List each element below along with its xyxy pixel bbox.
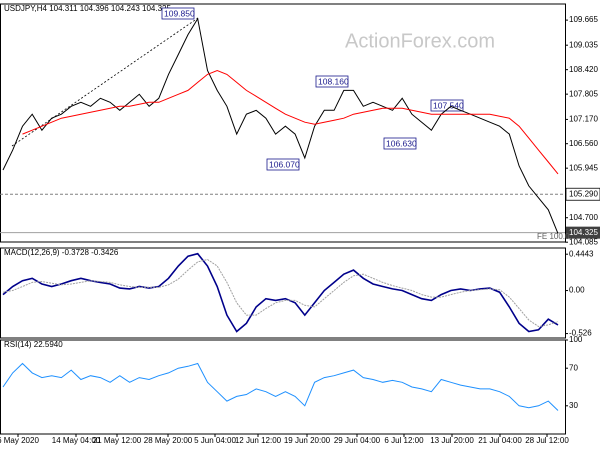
x-tick-label: 29 Jun 04:00 bbox=[334, 436, 381, 445]
x-tick-label: 13 Jul 20:00 bbox=[430, 436, 474, 445]
y-tick-label: 100 bbox=[569, 335, 583, 344]
x-tick-label: 19 Jun 20:00 bbox=[284, 436, 331, 445]
panel-frame bbox=[0, 339, 566, 435]
x-tick-label: 28 Jul 12:00 bbox=[525, 436, 569, 445]
y-tick-label: 30 bbox=[569, 401, 578, 410]
panel-title: USDJPY,H4 104.311 104.396 104.243 104.32… bbox=[4, 4, 172, 13]
y-tick-label: -0.526 bbox=[569, 329, 592, 338]
annotation: 108.160 bbox=[318, 76, 349, 86]
y-tick-label: 107.805 bbox=[569, 89, 598, 98]
y-tick-label: 0.00 bbox=[569, 286, 585, 295]
annotation: 107.540 bbox=[433, 100, 464, 110]
annotation: 106.630 bbox=[386, 138, 417, 148]
last-price-label: 104.325 bbox=[569, 228, 598, 237]
y-tick-label: 0.4443 bbox=[569, 249, 594, 258]
x-tick-label: 5 Jun 04:00 bbox=[194, 436, 236, 445]
y-tick-label: 109.035 bbox=[569, 40, 598, 49]
x-tick-label: 14 May 04:00 bbox=[52, 436, 101, 445]
last-price-box bbox=[566, 226, 600, 239]
annotation-box bbox=[383, 137, 417, 150]
x-tick-label: 6 May 2020 bbox=[0, 436, 39, 445]
y-tick-label: 109.665 bbox=[569, 15, 598, 24]
series-line bbox=[22, 69, 559, 175]
annotation: 106.070 bbox=[269, 159, 300, 169]
panel-frame bbox=[0, 3, 566, 243]
panel-title: RSI(14) 22.5940 bbox=[4, 340, 63, 349]
panel-frame bbox=[0, 247, 566, 339]
x-tick-label: 21 Jul 04:00 bbox=[478, 436, 522, 445]
watermark: ActionForex.com bbox=[345, 30, 495, 52]
x-tick-label: 28 May 20:00 bbox=[144, 436, 193, 445]
y-tick-label: 106.560 bbox=[569, 139, 598, 148]
y-tick-label: 105.945 bbox=[569, 163, 598, 172]
fe-note: FE 100.0 bbox=[537, 232, 570, 241]
annotation: 109.850 bbox=[164, 8, 195, 18]
series-line bbox=[2, 362, 559, 411]
x-tick-label: 12 Jun 12:00 bbox=[235, 436, 282, 445]
y-tick-label: 107.170 bbox=[569, 115, 598, 124]
x-tick-label: 21 May 12:00 bbox=[93, 436, 142, 445]
annotation-box bbox=[161, 7, 195, 20]
series-line bbox=[2, 17, 559, 234]
level-label: 105.290 bbox=[569, 189, 598, 198]
annotation-box bbox=[430, 99, 464, 112]
y-tick-label: 104.700 bbox=[569, 213, 598, 222]
y-tick-label: 108.420 bbox=[569, 65, 598, 74]
trend-line bbox=[11, 17, 199, 147]
x-tick-label: 6 Jul 12:00 bbox=[384, 436, 424, 445]
annotation-box bbox=[266, 158, 300, 171]
y-tick-label: 70 bbox=[569, 363, 578, 372]
panel-title: MACD(12,26,9) -0.3728 -0.3426 bbox=[4, 248, 119, 257]
series-line bbox=[2, 258, 559, 328]
y-tick-label: 104.085 bbox=[569, 237, 598, 246]
annotation-box bbox=[315, 75, 349, 88]
level-box bbox=[565, 187, 600, 201]
